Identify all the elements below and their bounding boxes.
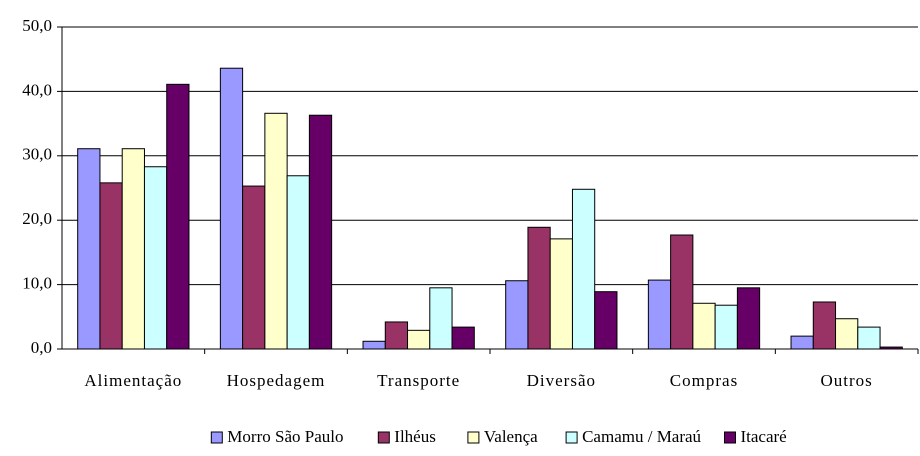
bar (790, 335, 814, 350)
bar (242, 185, 266, 350)
bar (692, 302, 716, 350)
y-tick-label: 0,0 (31, 338, 52, 357)
legend-label: Valença (484, 427, 538, 446)
bar (835, 318, 859, 350)
bar (429, 287, 453, 350)
bar (77, 148, 101, 350)
legend-label: Itacaré (741, 427, 787, 446)
bar (143, 166, 168, 350)
legend-label: Morro São Paulo (227, 427, 343, 446)
y-tick-label: 10,0 (22, 274, 52, 293)
bar (812, 301, 837, 350)
bar (571, 188, 596, 350)
x-tick-label: Diversão (527, 371, 596, 390)
x-tick-label: Transporte (377, 371, 460, 390)
y-tick-label: 30,0 (22, 145, 52, 164)
bar (99, 182, 123, 350)
bar (594, 291, 618, 350)
bar (647, 279, 672, 350)
bar (219, 67, 244, 350)
bar (714, 304, 738, 350)
bar (505, 280, 529, 350)
bar (736, 287, 761, 350)
legend-swatch (377, 431, 390, 444)
bar (451, 326, 475, 350)
bar (407, 329, 431, 350)
x-tick-label: Compras (670, 371, 738, 390)
y-tick-label: 50,0 (22, 16, 52, 35)
bar (166, 83, 190, 350)
legend-swatch (724, 431, 736, 444)
bar (362, 340, 386, 350)
legend-swatch (467, 431, 480, 444)
bar (549, 238, 573, 350)
bar (286, 175, 310, 350)
bar (308, 114, 333, 350)
x-tick-label: Hospedagem (227, 371, 326, 390)
bar (527, 226, 551, 350)
x-tick-label: Alimentação (84, 371, 182, 390)
legend-label: Camamu / Maraú (582, 427, 701, 446)
bar (264, 112, 288, 350)
bar (384, 321, 409, 350)
legend-swatch (565, 431, 578, 444)
bar (857, 326, 881, 350)
bar (670, 234, 694, 350)
x-tick-label: Outros (821, 371, 873, 390)
bar (121, 148, 145, 350)
legend-label: Ilhéus (394, 427, 436, 446)
y-tick-label: 40,0 (22, 80, 52, 99)
y-tick-label: 20,0 (22, 209, 52, 228)
legend-swatch (210, 431, 223, 444)
